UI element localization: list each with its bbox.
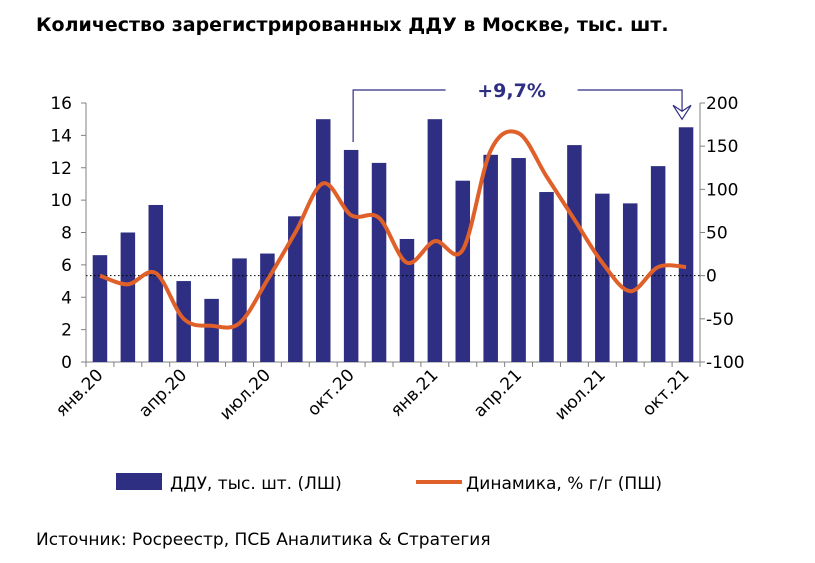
bar bbox=[343, 149, 359, 362]
bar bbox=[622, 203, 638, 362]
bar bbox=[148, 204, 164, 362]
y-left-tick-label: 16 bbox=[50, 94, 72, 114]
x-tick-label: апр.20 bbox=[135, 365, 191, 421]
x-tick-label: апр.21 bbox=[470, 365, 526, 421]
y-right-tick-label: -100 bbox=[706, 353, 745, 373]
source-note: Источник: Росреестр, ПСБ Аналитика & Стр… bbox=[36, 530, 491, 550]
x-tick-label: июл.20 bbox=[216, 365, 275, 424]
legend-line-label: Динамика, % г/г (ПШ) bbox=[466, 474, 662, 494]
dynamics-line bbox=[99, 129, 687, 330]
y-right-tick-label: -50 bbox=[706, 310, 734, 330]
y-right-tick-label: 50 bbox=[706, 224, 728, 244]
bar bbox=[232, 258, 247, 362]
bar bbox=[260, 253, 275, 362]
y-left-tick-label: 0 bbox=[61, 353, 72, 373]
y-right-tick-label: 200 bbox=[706, 94, 738, 114]
bar bbox=[539, 192, 554, 362]
annotation-label: +9,7% bbox=[477, 80, 546, 102]
legend-bar-swatch bbox=[116, 473, 162, 490]
bar bbox=[204, 298, 219, 362]
chart: 0 2 4 6 8 10 12 14 16 -100 -50 0 50 100 150 200 янв.20 ап… bbox=[50, 80, 745, 494]
bar bbox=[595, 193, 610, 362]
bar bbox=[399, 238, 415, 362]
bar bbox=[455, 180, 471, 362]
annotation-bracket-right bbox=[577, 89, 683, 112]
bar bbox=[371, 162, 387, 362]
x-tick-label: окт.20 bbox=[304, 365, 359, 420]
legend-bar-label: ДДУ, тыс. шт. (ЛШ) bbox=[170, 474, 342, 494]
x-tick-label: окт.21 bbox=[639, 365, 694, 420]
annotation-arrow bbox=[672, 104, 692, 121]
bar bbox=[288, 216, 303, 362]
bar bbox=[483, 154, 498, 362]
bar bbox=[511, 158, 526, 362]
bar bbox=[120, 232, 136, 362]
bar bbox=[567, 145, 582, 362]
y-right-tick-label: 0 bbox=[706, 267, 717, 287]
bar bbox=[678, 127, 694, 362]
y-left-tick-label: 8 bbox=[61, 224, 72, 244]
bar bbox=[650, 166, 666, 362]
chart-title: Количество зарегистрированных ДДУ в Моск… bbox=[36, 14, 669, 36]
y-left-tick-label: 6 bbox=[61, 256, 72, 276]
y-left-tick-label: 10 bbox=[50, 191, 72, 211]
x-tick-label: янв.20 bbox=[52, 365, 107, 420]
y-left-tick-label: 4 bbox=[61, 288, 72, 308]
y-right-tick-label: 150 bbox=[706, 137, 738, 157]
y-left-tick-label: 2 bbox=[61, 321, 72, 341]
annotation-bracket-left bbox=[352, 89, 446, 142]
x-tick-label: июл.21 bbox=[551, 365, 610, 424]
bar bbox=[315, 119, 331, 362]
bar bbox=[92, 255, 108, 362]
y-left-tick-label: 12 bbox=[50, 159, 72, 179]
x-tick-label: янв.21 bbox=[387, 365, 442, 420]
y-left-tick-label: 14 bbox=[50, 126, 72, 146]
bar bbox=[176, 281, 191, 362]
y-right-tick-label: 100 bbox=[706, 180, 738, 200]
